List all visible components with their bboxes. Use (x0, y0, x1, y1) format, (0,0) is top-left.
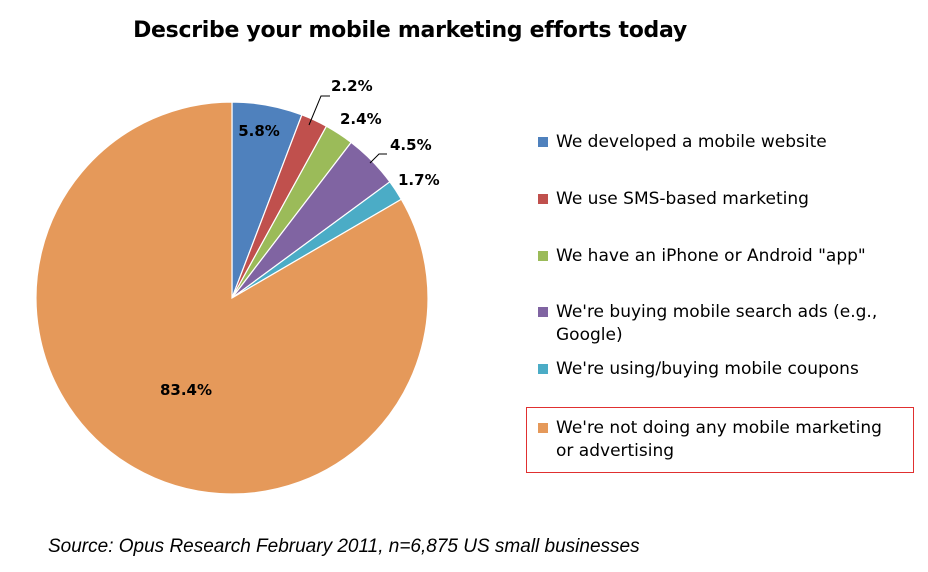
pie-slice-no-marketing (35, 101, 429, 495)
leader-line (369, 153, 387, 164)
legend-label: We're buying mobile search ads (e.g., Go… (556, 302, 878, 345)
legend-swatch (538, 364, 548, 374)
data-label: 4.5% (390, 136, 432, 154)
legend-item-mobile-website: We developed a mobile website (538, 131, 908, 154)
legend-swatch (538, 307, 548, 317)
legend-item-no-marketing: We're not doing any mobile marketing or … (538, 417, 898, 463)
legend-label: We developed a mobile website (556, 132, 827, 152)
leader-line (308, 95, 330, 126)
chart-title: Describe your mobile marketing efforts t… (133, 18, 687, 43)
data-label: 1.7% (398, 171, 440, 189)
source-note: Source: Opus Research February 2011, n=6… (48, 536, 640, 557)
legend-label: We have an iPhone or Android "app" (556, 246, 866, 266)
legend-item-search-ads: We're buying mobile search ads (e.g., Go… (538, 301, 888, 347)
legend-swatch (538, 251, 548, 261)
legend-swatch (538, 194, 548, 204)
legend-label: We're not doing any mobile marketing or … (556, 418, 882, 461)
legend-item-sms-marketing: We use SMS-based marketing (538, 188, 908, 211)
legend-label: We use SMS-based marketing (556, 189, 809, 209)
data-label: 2.2% (331, 77, 373, 95)
legend-swatch (538, 423, 548, 433)
highlight-box (526, 407, 914, 473)
legend-swatch (538, 137, 548, 147)
legend-item-app: We have an iPhone or Android "app" (538, 245, 908, 268)
data-label: 2.4% (340, 110, 382, 128)
legend-item-coupons: We're using/buying mobile coupons (538, 358, 908, 381)
data-label: 5.8% (238, 122, 280, 140)
legend-label: We're using/buying mobile coupons (556, 359, 859, 379)
data-label: 83.4% (160, 381, 212, 399)
